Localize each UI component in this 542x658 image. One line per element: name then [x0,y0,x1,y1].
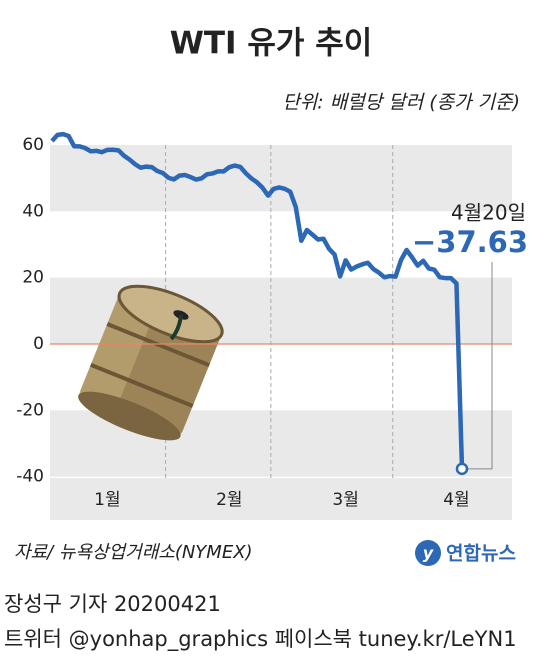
annotation-date: 4월20일 [451,201,526,225]
end-point [455,462,469,476]
source: 자료/ 뉴욕상업거래소(NYMEX) [14,542,253,563]
subtitle: 단위: 배럴당 달러 (종가 기준) [282,92,520,114]
logo-mark: y [423,544,434,563]
x-tick-label: 3월 [332,490,358,510]
y-tick-label: -40 [16,467,44,487]
logo-text: 연합뉴스 [446,543,516,565]
social: 트위터 @yonhap_graphics 페이스북 tuney.kr/LeYN1 [4,627,517,652]
x-tick-label: 1월 [94,490,120,510]
y-tick-label: -20 [16,400,44,420]
y-tick-label: 40 [22,201,44,221]
y-tick-label: 20 [22,268,44,288]
y-tick-label: 60 [22,135,44,155]
barrel-illustration [78,284,224,441]
chart-title: WTI 유가 추이 [170,26,373,62]
credit: 장성구 기자 20200421 [4,592,221,616]
leader-line [468,262,493,470]
x-axis-band [50,478,512,520]
y-tick-label: 0 [33,334,44,354]
value-label: −37.63 [412,225,528,259]
x-tick-label: 4월 [443,490,469,510]
band [50,144,512,212]
logo-icon [415,540,441,566]
price-line [50,131,465,469]
x-tick-label: 2월 [216,490,242,510]
